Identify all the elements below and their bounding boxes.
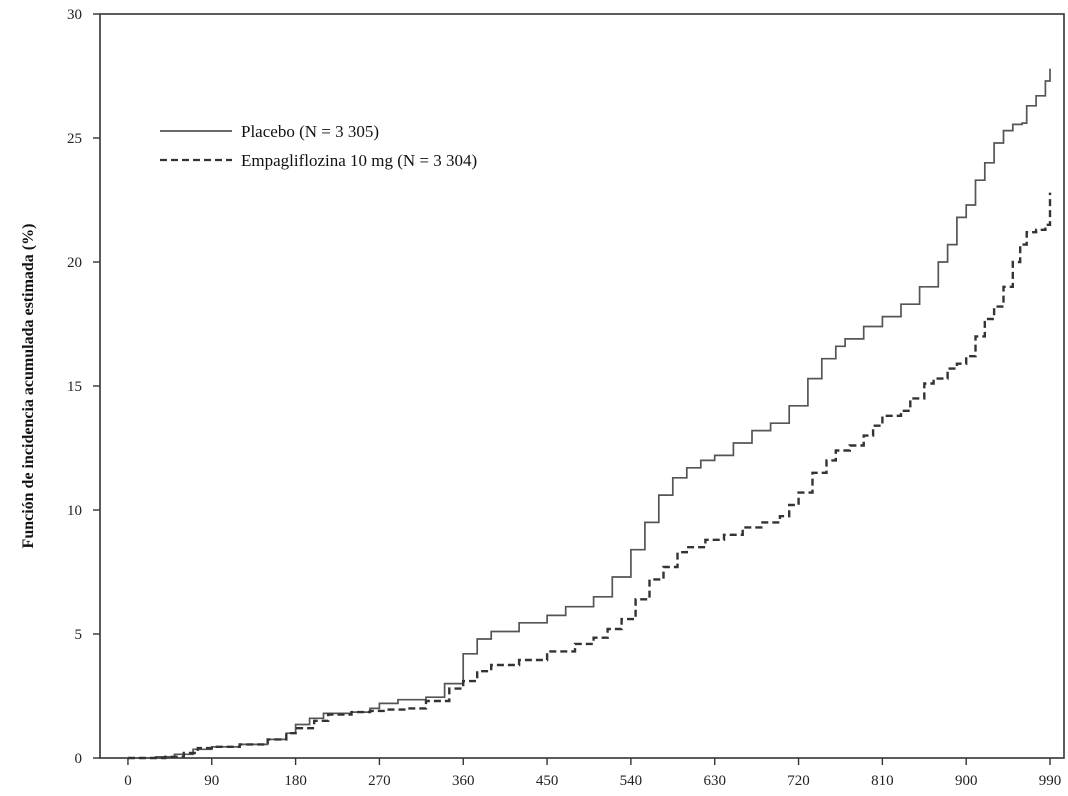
x-tick-label: 90 — [204, 773, 219, 789]
x-tick-label: 450 — [536, 773, 559, 789]
x-tick-label: 720 — [787, 773, 810, 789]
x-tick-label: 180 — [284, 773, 307, 789]
y-tick-label: 20 — [67, 255, 82, 271]
x-tick-label: 810 — [871, 773, 894, 789]
series-layer — [127, 68, 1052, 760]
axes: 0 90 180 270 360 450 540 630 720 810 900 990 0 5 10 15 2… — [67, 7, 1065, 789]
legend-label: Placebo (N = 3 305) — [241, 122, 379, 141]
series-line-placebo — [127, 68, 1051, 759]
y-tick-label: 30 — [67, 7, 82, 23]
x-tick-label: 630 — [703, 773, 726, 789]
x-tick-label: 990 — [1039, 773, 1062, 789]
y-tick-label: 10 — [67, 503, 82, 519]
x-tick-label: 360 — [452, 773, 475, 789]
x-tick-label: 270 — [368, 773, 391, 789]
legend: Placebo (N = 3 305) Empagliflozina 10 mg … — [160, 122, 477, 170]
y-tick-label: 0 — [75, 751, 83, 767]
x-tick-label: 540 — [620, 773, 643, 789]
series-line-empagliflozina — [127, 192, 1052, 760]
legend-label: Empagliflozina 10 mg (N = 3 304) — [241, 151, 477, 170]
x-tick-label: 0 — [124, 773, 132, 789]
x-tick-label: 900 — [955, 773, 978, 789]
y-tick-label: 25 — [67, 131, 82, 147]
y-tick-label: 5 — [75, 627, 83, 643]
y-tick-label: 15 — [67, 379, 82, 395]
y-axis-label: Función de incidencia acumulada estimada… — [20, 224, 37, 549]
